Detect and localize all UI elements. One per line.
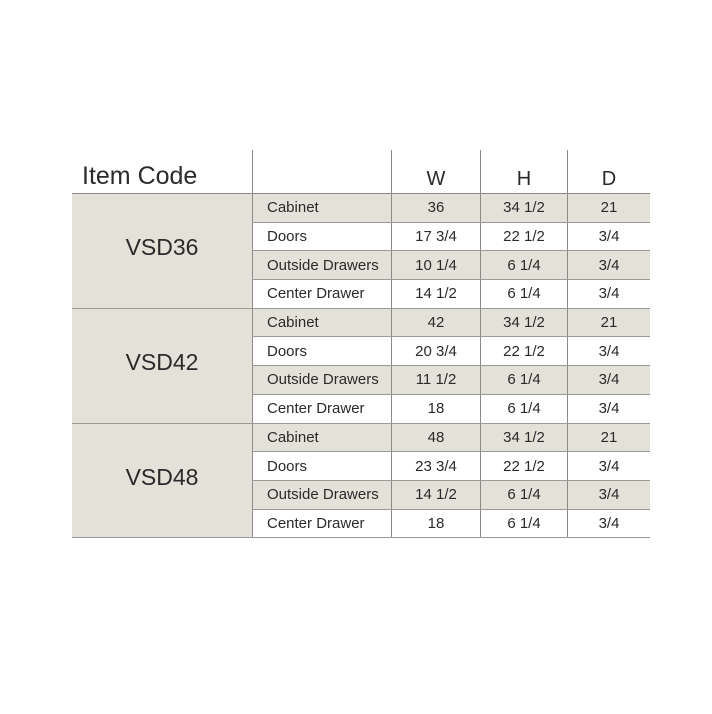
depth-value: 21 [567,308,650,338]
width-value: 36 [391,193,481,223]
table-row: Center Drawer 18 6 1/4 3/4 [72,394,650,424]
depth-value: 3/4 [567,451,650,481]
part-label: Center Drawer [252,394,392,424]
depth-value: 21 [567,193,650,223]
table-row: VSD42 Cabinet 42 34 1/2 21 [72,308,650,424]
depth-value: 3/4 [567,279,650,309]
part-label: Doors [252,222,392,252]
dimensions-table: Item Code W H D VSD36 Cabinet 36 34 1/2 21 Do… [72,150,650,539]
width-value: 18 [391,394,481,424]
depth-value: 3/4 [567,336,650,367]
depth-value: 3/4 [567,394,650,424]
width-value: 23 3/4 [391,451,481,481]
depth-value: 3/4 [567,365,650,395]
table-row: Outside Drawers 11 1/2 6 1/4 3/4 [72,365,650,395]
table-row: Outside Drawers 14 1/2 6 1/4 3/4 [72,480,650,510]
part-label: Center Drawer [252,279,392,309]
height-value: 34 1/2 [480,423,568,453]
table-row: VSD36 Cabinet 36 34 1/2 21 [72,193,650,309]
height-value: 34 1/2 [480,308,568,338]
part-label: Doors [252,336,392,367]
table-row: Center Drawer 14 1/2 6 1/4 3/4 [72,279,650,309]
header-row: Item Code W H D [72,150,650,194]
item-code: VSD42 [72,308,253,424]
height-value: 6 1/4 [480,250,568,281]
height-value: 22 1/2 [480,336,568,367]
width-value: 42 [391,308,481,338]
item-code: VSD48 [72,423,253,539]
table-row: Doors 20 3/4 22 1/2 3/4 [72,336,650,367]
table-row: VSD48 Cabinet 48 34 1/2 21 [72,423,650,539]
depth-value: 3/4 [567,250,650,281]
width-value: 14 1/2 [391,279,481,309]
height-value: 22 1/2 [480,451,568,481]
part-label: Cabinet [252,193,392,223]
part-label: Center Drawer [252,509,392,539]
height-value: 22 1/2 [480,222,568,252]
depth-value: 3/4 [567,222,650,252]
height-value: 6 1/4 [480,394,568,424]
table-row: Outside Drawers 10 1/4 6 1/4 3/4 [72,250,650,281]
table-row: Doors 17 3/4 22 1/2 3/4 [72,222,650,252]
header-h: H [480,150,568,194]
width-value: 20 3/4 [391,336,481,367]
width-value: 11 1/2 [391,365,481,395]
part-label: Cabinet [252,423,392,453]
part-label: Cabinet [252,308,392,338]
part-label: Outside Drawers [252,250,392,281]
depth-value: 21 [567,423,650,453]
part-label: Doors [252,451,392,481]
header-item-code: Item Code [72,150,253,194]
depth-value: 3/4 [567,509,650,539]
width-value: 18 [391,509,481,539]
header-part [252,150,392,194]
width-value: 10 1/4 [391,250,481,281]
width-value: 17 3/4 [391,222,481,252]
height-value: 6 1/4 [480,365,568,395]
header-d: D [567,150,650,194]
table-row: Doors 23 3/4 22 1/2 3/4 [72,451,650,481]
height-value: 34 1/2 [480,193,568,223]
height-value: 6 1/4 [480,279,568,309]
table-row: Center Drawer 18 6 1/4 3/4 [72,509,650,539]
width-value: 48 [391,423,481,453]
width-value: 14 1/2 [391,480,481,510]
depth-value: 3/4 [567,480,650,510]
part-label: Outside Drawers [252,365,392,395]
header-w: W [391,150,481,194]
height-value: 6 1/4 [480,509,568,539]
part-label: Outside Drawers [252,480,392,510]
height-value: 6 1/4 [480,480,568,510]
item-code: VSD36 [72,193,253,309]
